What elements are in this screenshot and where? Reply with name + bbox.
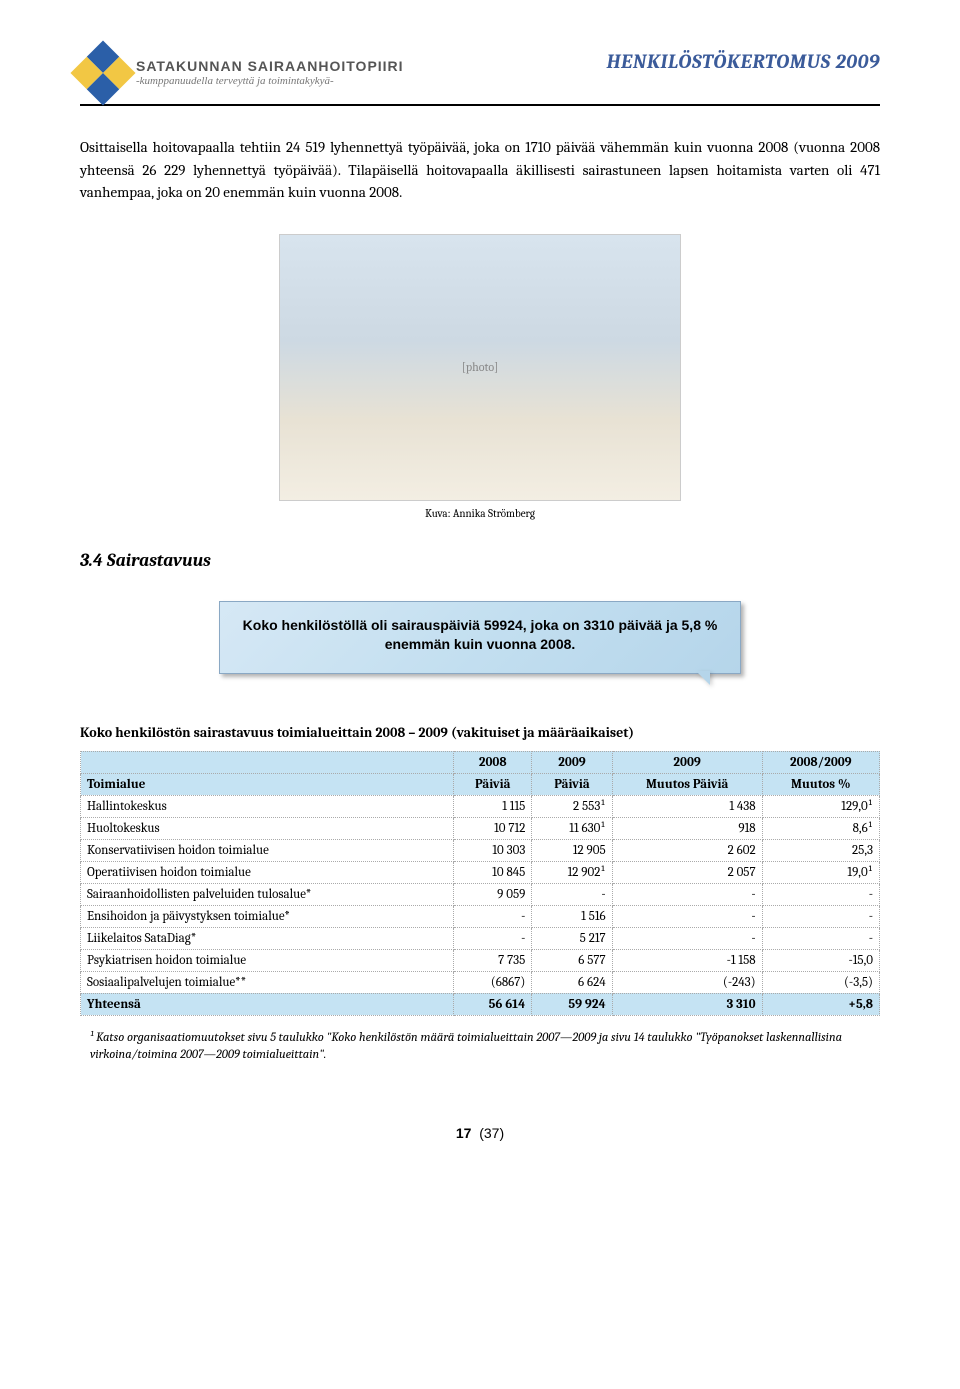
row-label: Operatiivisen hoidon toimialue [81,861,454,883]
table-subheader: Päiviä [454,773,532,795]
row-label: Sosiaalipalvelujen toimialue** [81,971,454,993]
table-row: Konservatiivisen hoidon toimialue10 3031… [81,839,880,861]
table-header: 2008/2009 [762,751,879,773]
body-paragraph: Osittaisella hoitovapaalla tehtiin 24 51… [80,136,880,204]
table-footnote: ¹ Katso organisaatiomuutokset sivu 5 tau… [80,1030,880,1065]
table-header [81,751,454,773]
row-cell: - [762,927,879,949]
table-title: Koko henkilöstön sairastavuus toimialuei… [80,724,880,741]
org-title: SATAKUNNAN SAIRAANHOITOPIIRI [136,59,404,74]
row-cell: (-243) [612,971,762,993]
row-cell: 19,0¹ [762,861,879,883]
org-logo-icon [70,40,135,105]
row-cell: 2 602 [612,839,762,861]
row-cell: - [454,927,532,949]
row-cell: - [532,883,612,905]
total-cell: 3 310 [612,993,762,1015]
row-cell: (6867) [454,971,532,993]
row-label: Sairaanhoidollisten palveluiden tulosalu… [81,883,454,905]
row-cell: - [612,905,762,927]
row-cell: 129,0¹ [762,795,879,817]
row-cell: 2 553¹ [532,795,612,817]
section-heading: 3.4 Sairastavuus [80,550,880,571]
row-cell: 7 735 [454,949,532,971]
table-subheader: Muutos % [762,773,879,795]
photo: [photo] [279,234,681,501]
row-label: Psykiatrisen hoidon toimialue [81,949,454,971]
table-row: Sairaanhoidollisten palveluiden tulosalu… [81,883,880,905]
table-header: 2009 [612,751,762,773]
row-label: Liikelaitos SataDiag* [81,927,454,949]
row-cell: - [612,883,762,905]
org-logo-block: SATAKUNNAN SAIRAANHOITOPIIRI -kumppanuud… [80,50,404,96]
row-cell: 11 630¹ [532,817,612,839]
row-cell: 8,6¹ [762,817,879,839]
row-cell: 10 303 [454,839,532,861]
row-cell: 25,3 [762,839,879,861]
row-cell: - [454,905,532,927]
row-cell: 12 905 [532,839,612,861]
table-subheader: Toimialue [81,773,454,795]
table-row: Hallintokeskus1 1152 553¹1 438129,0¹ [81,795,880,817]
row-cell: 1 438 [612,795,762,817]
table-header: 2008 [454,751,532,773]
table-header: 2009 [532,751,612,773]
document-title: HENKILÖSTÖKERTOMUS 2009 [607,50,880,73]
table-row: Sosiaalipalvelujen toimialue**(6867)6 62… [81,971,880,993]
table-row: Ensihoidon ja päivystyksen toimialue*-1 … [81,905,880,927]
row-cell: 10 845 [454,861,532,883]
row-cell: -15,0 [762,949,879,971]
row-cell: 2 057 [612,861,762,883]
table-row: Liikelaitos SataDiag*-5 217-- [81,927,880,949]
total-cell: 59 924 [532,993,612,1015]
row-cell: - [762,883,879,905]
row-cell: 6 577 [532,949,612,971]
row-label: Huoltokeskus [81,817,454,839]
page-number: 17 (37) [80,1125,880,1141]
photo-caption: Kuva: Annika Strömberg [80,507,880,520]
page-header: SATAKUNNAN SAIRAANHOITOPIIRI -kumppanuud… [80,50,880,106]
row-label: Ensihoidon ja päivystyksen toimialue* [81,905,454,927]
row-cell: 5 217 [532,927,612,949]
total-cell: +5,8 [762,993,879,1015]
row-cell: 9 059 [454,883,532,905]
row-cell: 12 902¹ [532,861,612,883]
total-cell: 56 614 [454,993,532,1015]
page-current: 17 [456,1125,472,1141]
row-cell: -1 158 [612,949,762,971]
row-cell: 10 712 [454,817,532,839]
row-cell: 6 624 [532,971,612,993]
row-label: Konservatiivisen hoidon toimialue [81,839,454,861]
total-label: Yhteensä [81,993,454,1015]
org-subtitle: -kumppanuudella terveyttä ja toimintakyk… [136,75,404,87]
row-cell: 1 115 [454,795,532,817]
row-cell: 918 [612,817,762,839]
table-subheader: Päiviä [532,773,612,795]
summary-callout: Koko henkilöstöllä oli sairauspäiviä 599… [219,601,741,674]
row-cell: 1 516 [532,905,612,927]
row-label: Hallintokeskus [81,795,454,817]
table-subheader: Muutos Päiviä [612,773,762,795]
table-row: Huoltokeskus10 71211 630¹9188,6¹ [81,817,880,839]
table-total-row: Yhteensä56 61459 9243 310+5,8 [81,993,880,1015]
table-row: Psykiatrisen hoidon toimialue7 7356 577-… [81,949,880,971]
row-cell: - [762,905,879,927]
table-row: Operatiivisen hoidon toimialue10 84512 9… [81,861,880,883]
data-table: 2008 2009 2009 2008/2009 Toimialue Päivi… [80,751,880,1016]
row-cell: - [612,927,762,949]
page-total: (37) [479,1125,504,1141]
row-cell: (-3,5) [762,971,879,993]
